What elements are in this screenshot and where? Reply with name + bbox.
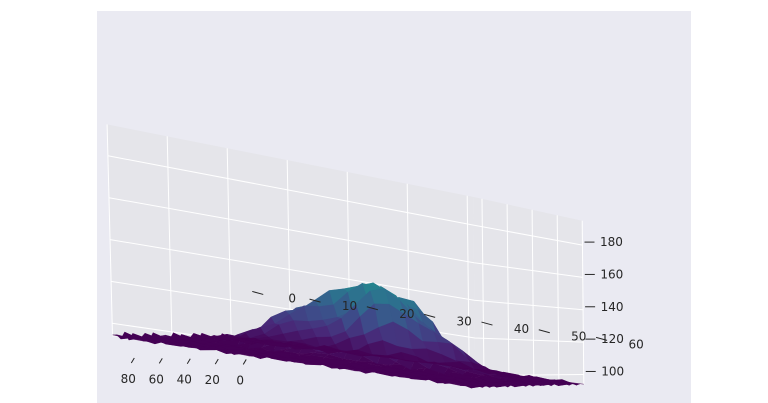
y-tick-mark [538, 329, 550, 334]
surface-mesh [112, 282, 584, 389]
z-axis-ticks: 100 120 140 160 180 [584, 235, 624, 378]
x-tick-mark [186, 358, 191, 364]
y-tick-label: 20 [399, 307, 414, 321]
z-tick-label: 180 [600, 235, 623, 249]
x-tick-mark [214, 358, 219, 365]
y-tick-mark [309, 298, 321, 303]
x-tick-mark [130, 357, 135, 364]
y-tick-mark [595, 336, 608, 341]
y-tick-mark [481, 321, 493, 326]
y-tick-mark [424, 313, 436, 318]
y-tick-label: 30 [457, 314, 472, 328]
z-grid-line [110, 239, 584, 311]
y-tick-label: 60 [628, 337, 643, 351]
z-grid-line [111, 280, 584, 343]
x-tick-mark [242, 359, 247, 365]
back-right-pane [473, 196, 584, 387]
z-tick-label: 100 [601, 364, 624, 378]
y-tick-label: 10 [342, 299, 357, 313]
x-tick-label: 40 [177, 373, 192, 387]
y-axis-ticks: 0 10 20 30 40 50 60 [252, 290, 644, 351]
x-tick-mark [158, 358, 163, 364]
x-tick-label: 60 [149, 372, 164, 386]
x-tick-label: 20 [205, 373, 220, 387]
z-tick-label: 140 [601, 300, 624, 314]
z-tick-label: 120 [601, 332, 624, 346]
x-tick-label: 0 [236, 373, 244, 387]
z-grid-line [108, 197, 583, 278]
y-tick-label: 50 [571, 330, 586, 344]
y-tick-mark [252, 290, 264, 295]
surface-facet [230, 335, 249, 340]
y-tick-mark [366, 306, 378, 311]
x-axis-ticks: 0 20 40 60 80 [121, 357, 247, 387]
y-tick-label: 40 [514, 322, 529, 336]
z-tick-label: 160 [600, 267, 623, 281]
z-grid-line [107, 155, 583, 246]
x-tick-label: 80 [121, 372, 136, 386]
y-tick-label: 0 [288, 291, 296, 305]
